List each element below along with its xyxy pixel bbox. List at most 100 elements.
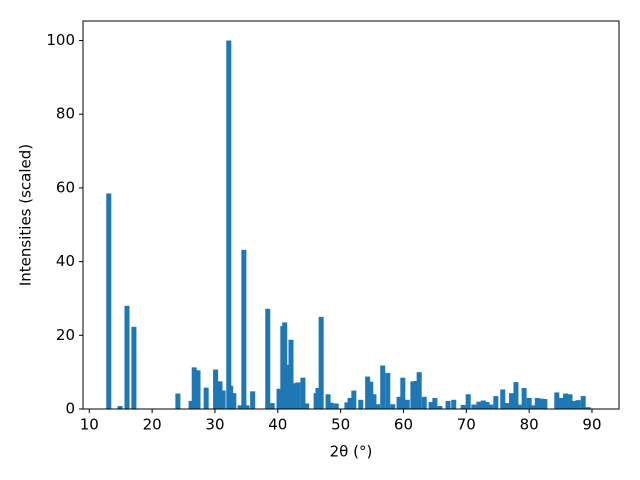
bar [231,393,237,409]
x-tick-label: 20 [143,416,162,434]
bar [509,393,515,409]
bar [241,249,247,409]
x-axis-label: 2θ (°) [330,443,373,461]
y-axis-label: Intensities (scaled) [17,144,35,286]
bar [542,399,548,409]
bar [371,394,377,409]
y-tick-label: 40 [56,252,75,270]
bar [484,401,490,409]
bar [380,365,386,409]
bar [437,406,443,409]
bar [226,40,232,410]
bar [318,316,324,409]
x-tick-label: 30 [205,416,224,434]
bar [265,308,271,409]
bar [325,394,331,409]
bar [554,392,560,409]
bar [285,364,291,409]
bar [585,407,591,409]
bar [315,387,321,409]
bar [250,391,256,409]
bar [276,388,282,409]
bar [188,400,194,409]
bar [400,377,406,409]
bar [213,369,219,409]
bar [295,382,301,409]
x-tick-label: 70 [457,416,476,434]
x-tick-label: 50 [331,416,350,434]
bar [304,403,310,409]
bar [416,372,422,409]
bar [534,397,540,409]
bar [526,397,532,409]
y-tick-label: 100 [46,31,75,49]
bar [288,339,294,409]
bar [460,404,466,409]
bar [333,403,339,409]
x-tick-label: 60 [394,416,413,434]
bar [131,326,137,409]
bar [517,404,523,409]
bar [580,396,586,409]
bar [106,193,112,409]
bar [282,322,288,409]
bar [500,389,506,409]
bar [368,381,374,409]
x-tick-label: 80 [520,416,539,434]
bar [530,405,536,409]
bar [375,404,381,409]
bar [445,400,451,409]
bar [217,381,223,409]
bar [269,403,275,409]
bar [328,402,334,409]
bar [228,385,234,409]
bar [385,372,391,409]
y-tick-label: 0 [65,400,75,418]
bar [451,399,457,409]
plot-frame [82,20,620,410]
bar [237,405,243,409]
bar [538,398,544,409]
bar [558,397,564,409]
x-tick-label: 10 [80,416,99,434]
bar [480,400,486,409]
bar [413,380,419,409]
bar [117,406,123,409]
bar [432,397,438,409]
y-tick-label: 20 [56,326,75,344]
bar [493,396,499,409]
bar [344,402,350,409]
bar [410,381,416,409]
y-tick-label: 60 [56,178,75,196]
bar [513,382,519,409]
bar [203,387,209,409]
bar [571,400,577,409]
bar [465,394,471,409]
bar [358,399,364,409]
bar [175,393,181,409]
bar [124,305,130,409]
bar [292,383,298,409]
bar [390,404,396,409]
bar [195,370,201,409]
bar [428,401,434,409]
bar [421,396,427,409]
bar [220,390,226,409]
bar [365,376,371,409]
bar [563,393,569,409]
bar [521,387,527,409]
bar [404,399,410,409]
x-tick-label: 90 [582,416,601,434]
x-tick-label: 40 [268,416,287,434]
bar [504,403,510,409]
bar [567,394,573,409]
bar [471,404,477,409]
bar [396,396,402,409]
bar [300,377,306,409]
bar [351,390,357,409]
bar [347,397,353,409]
bar [244,405,250,409]
bar [488,404,494,409]
bar [476,401,482,409]
